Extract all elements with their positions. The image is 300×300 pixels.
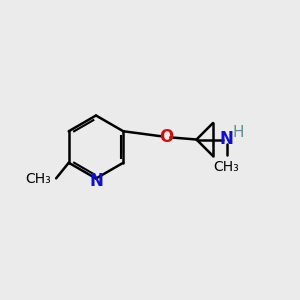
Text: N: N (89, 172, 103, 190)
Text: CH₃: CH₃ (214, 160, 239, 174)
Text: H: H (232, 125, 244, 140)
Text: N: N (220, 130, 233, 148)
Text: O: O (159, 128, 174, 146)
Text: CH₃: CH₃ (25, 172, 51, 186)
